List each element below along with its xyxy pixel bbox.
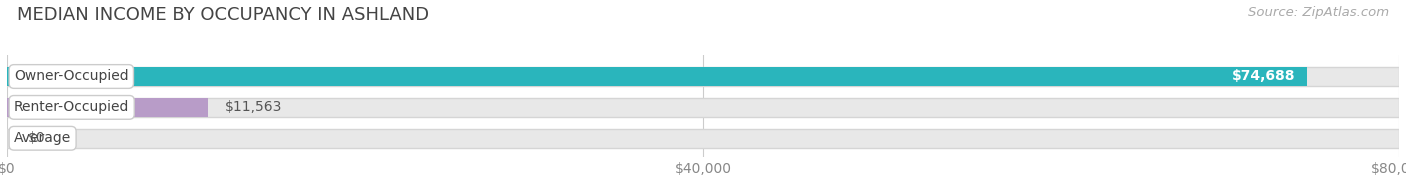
Text: Source: ZipAtlas.com: Source: ZipAtlas.com [1249,6,1389,19]
Bar [7,67,1306,86]
Bar [7,67,1399,86]
Text: Renter-Occupied: Renter-Occupied [14,100,129,114]
Bar [7,129,1399,148]
Bar [7,98,1399,117]
Bar [7,129,1399,148]
Text: Average: Average [14,131,72,145]
Bar [7,98,208,117]
Text: MEDIAN INCOME BY OCCUPANCY IN ASHLAND: MEDIAN INCOME BY OCCUPANCY IN ASHLAND [17,6,429,24]
Text: $11,563: $11,563 [225,100,283,114]
Bar [7,98,1399,117]
Bar [7,67,1399,86]
Text: $74,688: $74,688 [1232,70,1295,83]
Text: $0: $0 [28,131,45,145]
Text: Owner-Occupied: Owner-Occupied [14,70,128,83]
